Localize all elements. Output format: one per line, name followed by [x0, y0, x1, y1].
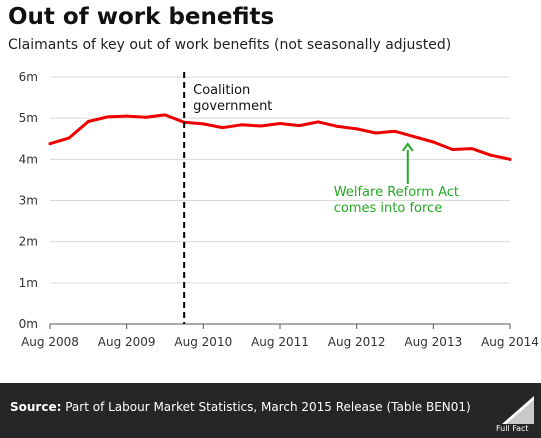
y-tick-label: 2m	[19, 235, 38, 249]
data-point	[125, 114, 129, 118]
data-point	[240, 123, 244, 127]
full-fact-logo-icon	[502, 396, 534, 424]
x-tick-label: Aug 2010	[174, 335, 232, 349]
y-tick-label: 5m	[19, 111, 38, 125]
data-point	[489, 153, 493, 157]
data-point	[163, 113, 167, 117]
logo-text: Full Fact	[496, 424, 529, 433]
grid-lines	[50, 76, 510, 284]
data-point	[201, 122, 205, 126]
data-point	[393, 129, 397, 133]
source-label: Source:	[10, 400, 62, 414]
x-tick-label: Aug 2012	[328, 335, 386, 349]
y-tick-label: 4m	[19, 152, 38, 166]
data-point	[508, 157, 512, 161]
x-tick-label: Aug 2009	[98, 335, 156, 349]
chart-title: Out of work benefits	[8, 4, 275, 30]
data-point	[278, 122, 282, 126]
data-point	[67, 136, 71, 140]
y-tick-labels: 0m 1m 2m 3m 4m 5m 6m	[19, 70, 38, 331]
x-tick-label: Aug 2011	[251, 335, 309, 349]
data-point	[86, 119, 90, 123]
data-point	[259, 124, 263, 128]
data-point	[221, 126, 224, 130]
data-point	[470, 147, 474, 151]
coalition-annotation: Coalition government	[193, 83, 272, 114]
y-tick-label: 0m	[19, 317, 38, 331]
data-point	[316, 120, 320, 124]
data-point	[297, 124, 301, 128]
annotations: Coalition government Welfare Reform Act com…	[183, 72, 459, 324]
series-line	[48, 113, 512, 161]
y-tick-label: 1m	[19, 276, 38, 290]
x-tick-label: Aug 2008	[21, 335, 79, 349]
data-point	[451, 147, 454, 151]
source-note: Source: Part of Labour Market Statistics…	[10, 400, 471, 414]
chart-subtitle: Claimants of key out of work benefits (n…	[8, 37, 452, 53]
footer-bar: Source: Part of Labour Market Statistics…	[0, 383, 541, 438]
series-layer	[48, 113, 512, 161]
x-tick-label: Aug 2014	[481, 335, 539, 349]
data-point	[106, 115, 109, 119]
data-point	[144, 115, 148, 119]
welfare-reform-annotation: Welfare Reform Act comes into force	[334, 185, 459, 216]
data-point	[374, 131, 378, 135]
y-tick-label: 6m	[19, 70, 38, 84]
source-text: Part of Labour Market Statistics, March …	[61, 400, 471, 414]
welfare-arrow-head	[401, 142, 414, 152]
x-tick-labels: Aug 2008 Aug 2009 Aug 2010 Aug 2011 Aug 2012…	[21, 335, 539, 349]
data-point	[355, 127, 359, 131]
y-tick-label: 3m	[19, 194, 38, 208]
data-point	[412, 135, 416, 139]
data-point	[48, 142, 52, 146]
x-tick-label: Aug 2013	[404, 335, 462, 349]
data-point	[431, 140, 435, 144]
axes	[49, 323, 511, 329]
data-point	[336, 124, 339, 128]
